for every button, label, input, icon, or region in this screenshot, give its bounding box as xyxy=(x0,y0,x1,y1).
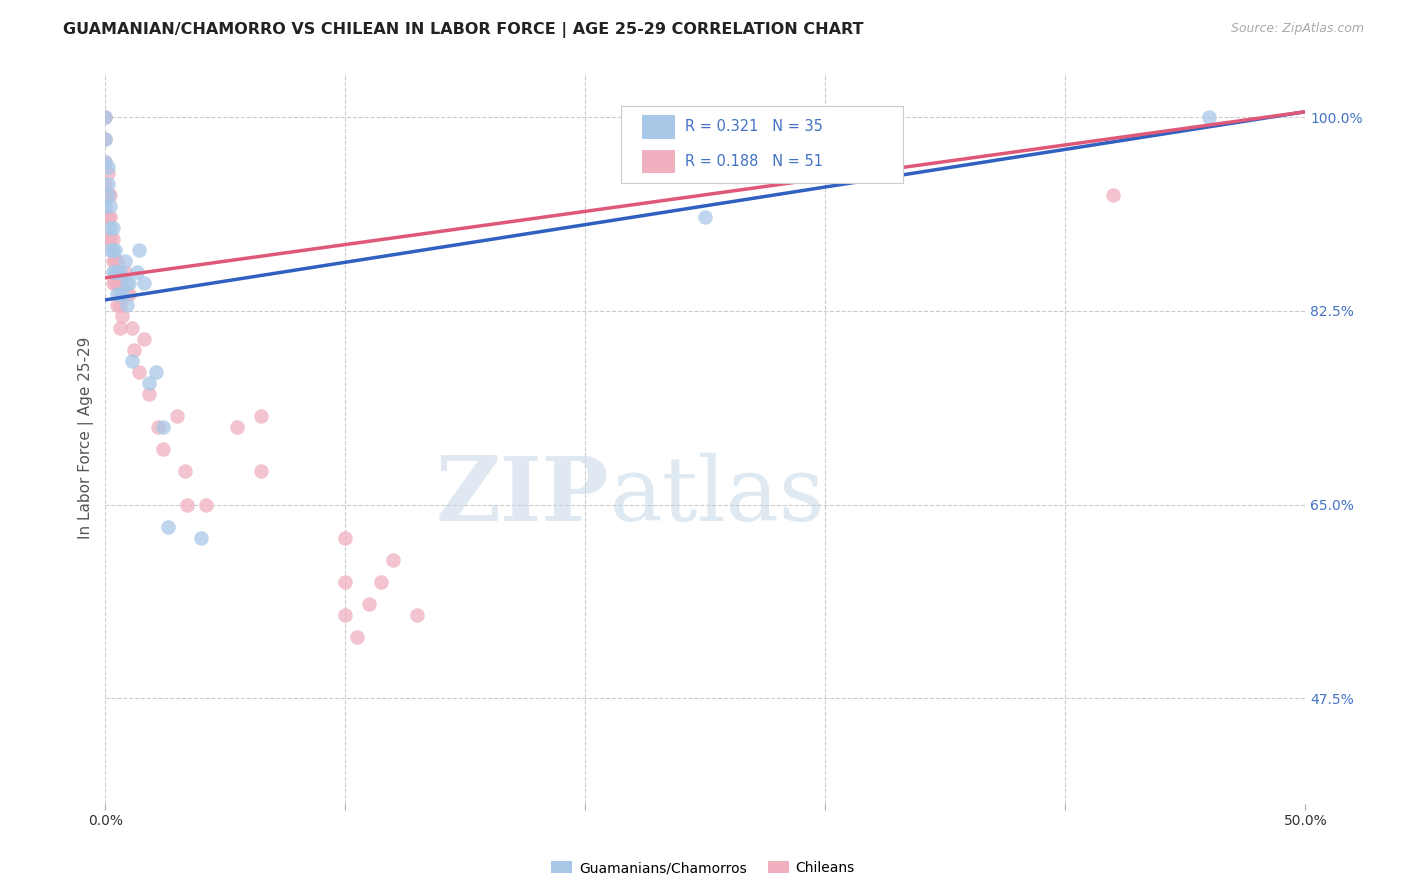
Point xyxy=(335,575,357,590)
Point xyxy=(152,420,174,434)
Point xyxy=(94,110,117,124)
Point xyxy=(97,177,120,191)
Point xyxy=(101,254,124,268)
Point xyxy=(125,265,148,279)
Point xyxy=(108,287,131,301)
Point xyxy=(101,232,124,246)
Point xyxy=(1198,110,1220,124)
Point xyxy=(104,277,127,291)
Point xyxy=(101,243,124,257)
Point xyxy=(98,221,121,235)
Point xyxy=(98,243,121,257)
Text: GUAMANIAN/CHAMORRO VS CHILEAN IN LABOR FORCE | AGE 25-29 CORRELATION CHART: GUAMANIAN/CHAMORRO VS CHILEAN IN LABOR F… xyxy=(63,22,863,38)
Point xyxy=(156,520,179,534)
FancyBboxPatch shape xyxy=(621,106,904,183)
Point xyxy=(105,265,128,279)
Point xyxy=(132,332,155,346)
Point xyxy=(115,277,138,291)
Point xyxy=(101,221,124,235)
Point xyxy=(98,187,121,202)
Point xyxy=(104,265,127,279)
Point xyxy=(121,353,143,368)
Point xyxy=(94,187,117,202)
Point xyxy=(250,409,273,423)
Point xyxy=(176,498,198,512)
Point xyxy=(335,531,357,545)
Point xyxy=(94,110,117,124)
Point xyxy=(108,320,131,334)
Point xyxy=(190,531,212,545)
Bar xyxy=(641,115,675,138)
Point xyxy=(359,597,381,611)
Point xyxy=(114,254,136,268)
Point xyxy=(97,160,120,174)
Point xyxy=(173,465,195,479)
Point xyxy=(94,177,117,191)
Point xyxy=(226,420,249,434)
Point xyxy=(122,343,145,357)
Point xyxy=(138,387,160,401)
Point xyxy=(97,187,120,202)
Point xyxy=(94,154,117,169)
Point xyxy=(115,298,138,312)
Point xyxy=(406,608,429,623)
Point xyxy=(132,277,155,291)
Point xyxy=(104,254,127,268)
Point xyxy=(105,254,128,268)
Text: Source: ZipAtlas.com: Source: ZipAtlas.com xyxy=(1230,22,1364,36)
Point xyxy=(97,165,120,179)
Text: R = 0.321   N = 35: R = 0.321 N = 35 xyxy=(685,120,823,135)
Point xyxy=(128,365,150,379)
Point xyxy=(105,277,128,291)
Point xyxy=(98,199,121,213)
Y-axis label: In Labor Force | Age 25-29: In Labor Force | Age 25-29 xyxy=(79,337,94,540)
Point xyxy=(98,210,121,224)
Point xyxy=(108,265,131,279)
Point xyxy=(346,631,368,645)
Point xyxy=(108,298,131,312)
Point xyxy=(115,287,138,301)
Text: R = 0.188   N = 51: R = 0.188 N = 51 xyxy=(685,154,823,169)
Point xyxy=(94,154,117,169)
Point xyxy=(94,210,117,224)
Point xyxy=(166,409,188,423)
Point xyxy=(370,575,392,590)
Point xyxy=(118,277,141,291)
Point xyxy=(97,187,120,202)
Point xyxy=(145,365,167,379)
Point xyxy=(118,287,141,301)
Point xyxy=(111,287,134,301)
Point xyxy=(94,199,117,213)
Text: ZIP: ZIP xyxy=(436,453,609,541)
Point xyxy=(1102,187,1125,202)
Point xyxy=(105,287,128,301)
Bar xyxy=(641,150,675,173)
Point xyxy=(382,553,405,567)
Point xyxy=(335,608,357,623)
Point xyxy=(250,465,273,479)
Point xyxy=(98,232,121,246)
Point xyxy=(195,498,218,512)
Point xyxy=(148,420,170,434)
Text: atlas: atlas xyxy=(609,453,825,541)
Legend: Guamanians/Chamorros, Chileans: Guamanians/Chamorros, Chileans xyxy=(546,855,860,880)
Point xyxy=(138,376,160,390)
Point xyxy=(94,132,117,146)
Point xyxy=(94,132,117,146)
Point xyxy=(97,232,120,246)
Point xyxy=(101,277,124,291)
Point xyxy=(105,298,128,312)
Point xyxy=(101,265,124,279)
Point xyxy=(695,210,717,224)
Point xyxy=(108,277,131,291)
Point xyxy=(104,243,127,257)
Point xyxy=(111,310,134,324)
Point xyxy=(97,210,120,224)
Point xyxy=(114,265,136,279)
Point xyxy=(128,243,150,257)
Point xyxy=(152,442,174,457)
Point xyxy=(121,320,143,334)
